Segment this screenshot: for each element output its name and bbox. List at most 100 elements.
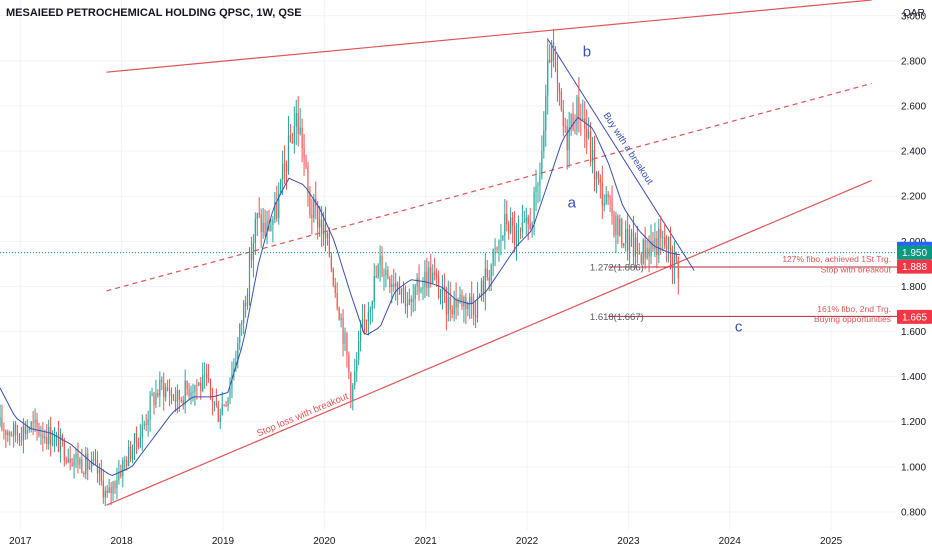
candle-body (340, 317, 342, 320)
candle-body (625, 229, 627, 244)
candle-body (98, 469, 101, 474)
candle-body (537, 184, 539, 186)
x-tick-label: 2023 (617, 536, 640, 547)
price-badge (897, 309, 932, 324)
candle-body (373, 276, 375, 302)
candle-body (57, 434, 60, 452)
candle-body (258, 213, 260, 215)
candle-body (383, 275, 385, 277)
candle-body (350, 372, 352, 400)
candle-body (102, 480, 104, 498)
candle-body (126, 460, 128, 466)
candle-body (586, 129, 588, 138)
candle-body (79, 459, 81, 465)
wave-b-label: b (583, 43, 591, 60)
buying-opportunities-label: Buying opportunities (814, 314, 891, 324)
candle-body (324, 224, 327, 239)
candle-body (449, 296, 451, 310)
candle-body (1, 417, 3, 430)
candle-body (473, 304, 475, 316)
candle-body (416, 278, 418, 286)
candle-body (278, 193, 280, 219)
candle-series (0, 28, 679, 507)
candle-body (204, 374, 206, 376)
candle-body (40, 434, 42, 436)
candle-body (566, 126, 568, 151)
candle-body (453, 298, 455, 315)
candle-body (400, 288, 403, 295)
candle-body (426, 271, 428, 289)
candle-body (601, 182, 603, 206)
candle-body (658, 228, 660, 256)
candle-body (223, 404, 225, 406)
candle-body (147, 418, 149, 425)
candle-body (155, 393, 157, 405)
candle-body (299, 127, 301, 135)
candle-body (642, 239, 644, 264)
candle-body (377, 265, 379, 278)
candle-body (274, 202, 276, 220)
candle-body (184, 380, 186, 406)
candle-body (44, 437, 46, 439)
candle-body (237, 343, 239, 362)
candle-body (28, 429, 30, 431)
candle-body (129, 446, 132, 460)
candle-body (603, 203, 605, 206)
candle-body (402, 287, 405, 289)
candle-body (26, 430, 28, 434)
candle-body (229, 388, 231, 398)
candle-body (617, 215, 619, 236)
candle-body (342, 317, 344, 344)
candle-body (356, 360, 358, 372)
candle-body (410, 299, 412, 302)
candle-body (141, 425, 143, 438)
candle-body (18, 435, 21, 441)
candle-body (630, 232, 633, 237)
candle-body (209, 378, 212, 392)
time-axis[interactable] (0, 530, 932, 550)
candle-body (644, 239, 646, 259)
candle-body (283, 163, 286, 166)
candle-body (338, 308, 340, 320)
candle-body (301, 127, 303, 149)
stop-breakout-label: Stop with breakout (821, 264, 892, 274)
candle-body (291, 141, 293, 144)
candle-body (632, 232, 635, 257)
candle-body (254, 219, 256, 244)
candle-body (30, 422, 32, 430)
candle-body (104, 490, 106, 498)
candle-body (157, 393, 159, 397)
candle-body (412, 299, 414, 302)
candle-body (241, 322, 243, 325)
candle-body (178, 390, 180, 400)
candle-body (321, 219, 323, 235)
candle-body (165, 387, 167, 398)
candle-body (13, 423, 15, 437)
candle-body (660, 228, 662, 238)
candle-body (588, 131, 590, 138)
candle-body (77, 454, 79, 465)
candle-body (379, 256, 381, 266)
candle-body (174, 399, 177, 402)
candle-body (231, 374, 233, 389)
candle-body (593, 149, 596, 180)
candle-body (260, 214, 262, 233)
candle-body (287, 135, 290, 172)
candle-body (336, 292, 338, 309)
candle-body (541, 151, 543, 176)
candle-body (180, 399, 182, 401)
candle-body (371, 301, 373, 309)
candle-body (276, 202, 278, 219)
candle-body (589, 131, 592, 163)
candle-body (664, 237, 666, 246)
candle-body (346, 333, 348, 355)
candle-body (139, 437, 141, 448)
candle-body (447, 296, 449, 315)
candle-body (172, 394, 175, 400)
candle-body (116, 480, 118, 488)
candle-body (190, 392, 192, 397)
candle-body (313, 198, 315, 218)
candle-body (484, 268, 486, 295)
